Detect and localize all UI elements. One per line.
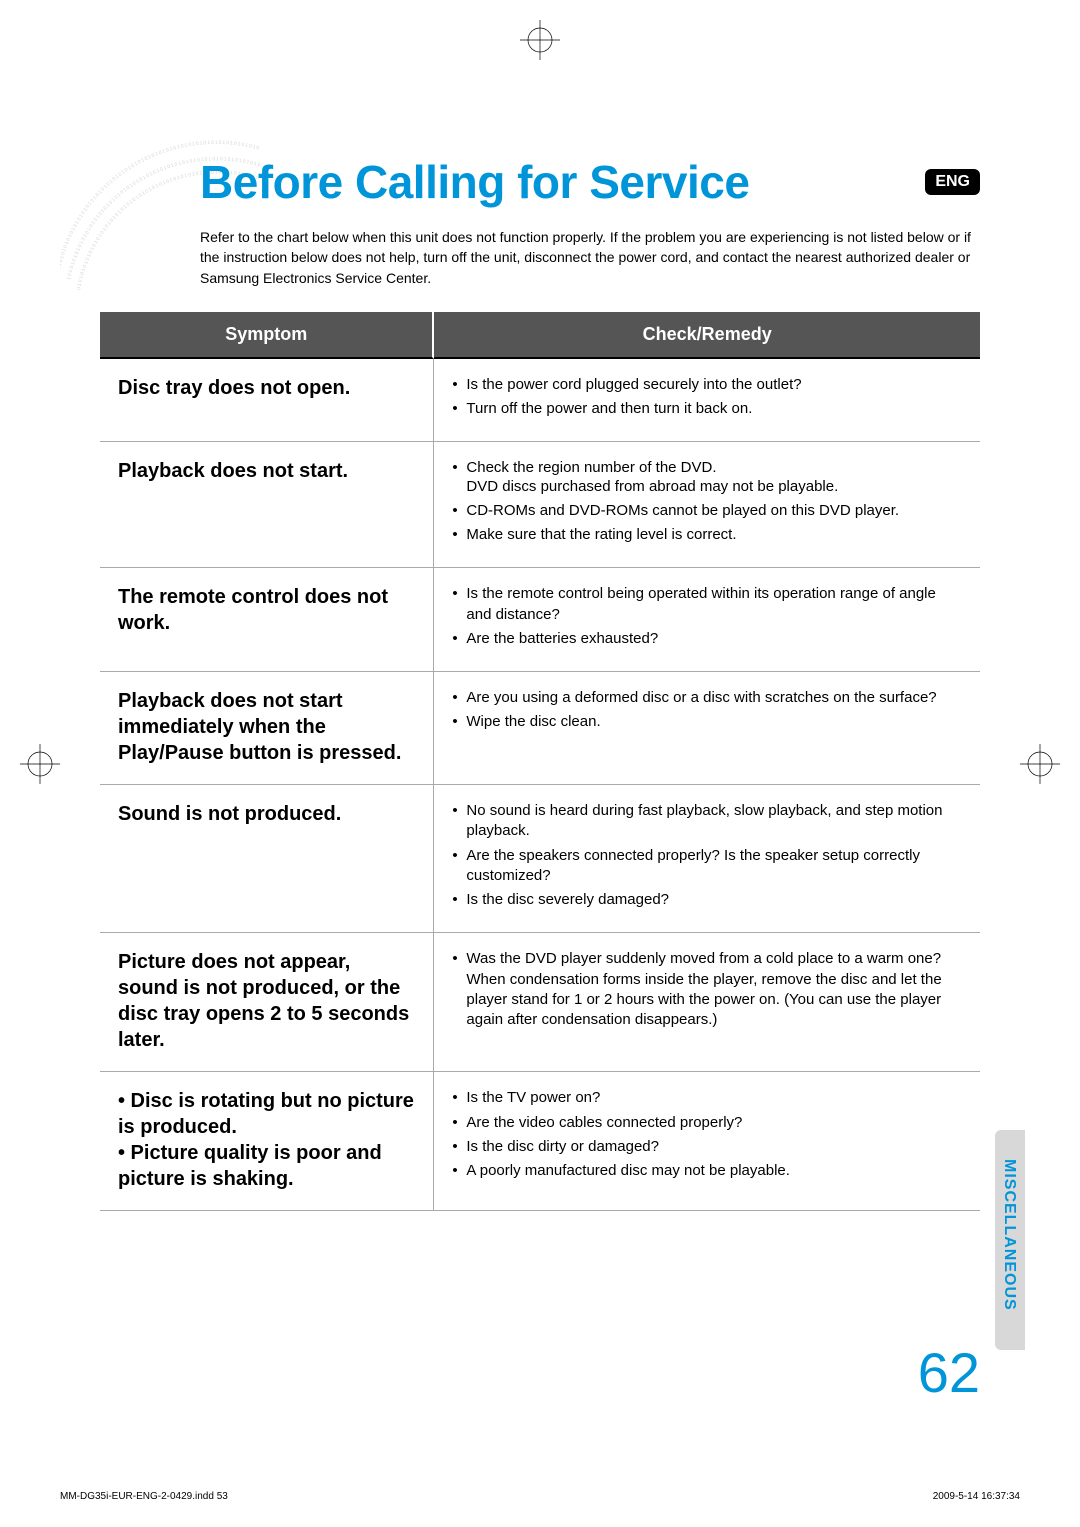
table-row: • Disc is rotating but no picture is pro… — [100, 1072, 980, 1211]
crop-mark-top — [520, 20, 560, 60]
remedy-item: Is the disc severely damaged? — [452, 890, 962, 910]
section-tab: MISCELLANEOUS — [1000, 1140, 1018, 1330]
remedy-item: Is the power cord plugged securely into … — [452, 375, 962, 395]
crop-mark-left — [20, 744, 60, 784]
symptom-cell: Playback does not start immediately when… — [100, 672, 434, 785]
language-badge: ENG — [925, 169, 980, 195]
remedy-item: Are the video cables connected properly? — [452, 1113, 962, 1133]
page-title: Before Calling for Service — [200, 155, 749, 209]
page-content: Before Calling for Service ENG Refer to … — [100, 155, 980, 1211]
remedy-item: Check the region number of the DVD.DVD d… — [452, 458, 962, 497]
symptom-cell: Playback does not start. — [100, 442, 434, 568]
table-row: Playback does not start immediately when… — [100, 672, 980, 785]
remedy-cell: Was the DVD player suddenly moved from a… — [434, 933, 980, 1072]
symptom-cell: Sound is not produced. — [100, 785, 434, 933]
footer-filename: MM-DG35i-EUR-ENG-2-0429.indd 53 — [60, 1491, 228, 1502]
remedy-item: Are the batteries exhausted? — [452, 629, 962, 649]
remedy-item: Wipe the disc clean. — [452, 712, 962, 732]
table-row: The remote control does not work. Is the … — [100, 568, 980, 672]
remedy-cell: Is the power cord plugged securely into … — [434, 359, 980, 443]
table-row: Sound is not produced. No sound is heard … — [100, 785, 980, 933]
symptom-cell: • Disc is rotating but no picture is pro… — [100, 1072, 434, 1211]
footer-timestamp: 2009-5-14 16:37:34 — [933, 1491, 1020, 1502]
remedy-cell: Is the TV power on? Are the video cables … — [434, 1072, 980, 1211]
remedy-item: Make sure that the rating level is corre… — [452, 525, 962, 545]
remedy-item: A poorly manufactured disc may not be pl… — [452, 1161, 962, 1181]
remedy-item: Was the DVD player suddenly moved from a… — [452, 949, 962, 1030]
remedy-cell: Is the remote control being operated wit… — [434, 568, 980, 672]
symptom-text: Playback does not start. — [118, 458, 415, 484]
header-remedy: Check/Remedy — [434, 312, 980, 359]
remedy-item: CD-ROMs and DVD-ROMs cannot be played on… — [452, 501, 962, 521]
symptom-text: Picture does not appear, sound is not pr… — [118, 949, 415, 1053]
symptom-cell: Picture does not appear, sound is not pr… — [100, 933, 434, 1072]
symptom-text: The remote control does not work. — [118, 584, 415, 636]
remedy-item: Is the TV power on? — [452, 1088, 962, 1108]
header-symptom: Symptom — [100, 312, 434, 359]
symptom-text: Sound is not produced. — [118, 801, 415, 827]
remedy-item: No sound is heard during fast playback, … — [452, 801, 962, 842]
remedy-item: Are the speakers connected properly? Is … — [452, 846, 962, 887]
intro-paragraph: Refer to the chart below when this unit … — [200, 227, 980, 288]
symptom-text: Disc tray does not open. — [118, 375, 415, 401]
table-row: Disc tray does not open. Is the power cor… — [100, 359, 980, 443]
symptom-cell: Disc tray does not open. — [100, 359, 434, 443]
table-row: Picture does not appear, sound is not pr… — [100, 933, 980, 1072]
remedy-cell: Are you using a deformed disc or a disc … — [434, 672, 980, 785]
symptom-text: Playback does not start immediately when… — [118, 688, 415, 766]
table-row: Playback does not start. Check the region… — [100, 442, 980, 568]
title-row: Before Calling for Service ENG — [200, 155, 980, 209]
troubleshooting-table: Symptom Check/Remedy Disc tray does not … — [100, 312, 980, 1212]
remedy-cell: No sound is heard during fast playback, … — [434, 785, 980, 933]
remedy-item: Is the remote control being operated wit… — [452, 584, 962, 625]
remedy-item: Is the disc dirty or damaged? — [452, 1137, 962, 1157]
remedy-cell: Check the region number of the DVD.DVD d… — [434, 442, 980, 568]
page-number: 62 — [918, 1340, 980, 1405]
crop-mark-right — [1020, 744, 1060, 784]
remedy-item: Turn off the power and then turn it back… — [452, 399, 962, 419]
symptom-text: • Disc is rotating but no picture is pro… — [118, 1088, 415, 1192]
remedy-item: Are you using a deformed disc or a disc … — [452, 688, 962, 708]
symptom-cell: The remote control does not work. — [100, 568, 434, 672]
